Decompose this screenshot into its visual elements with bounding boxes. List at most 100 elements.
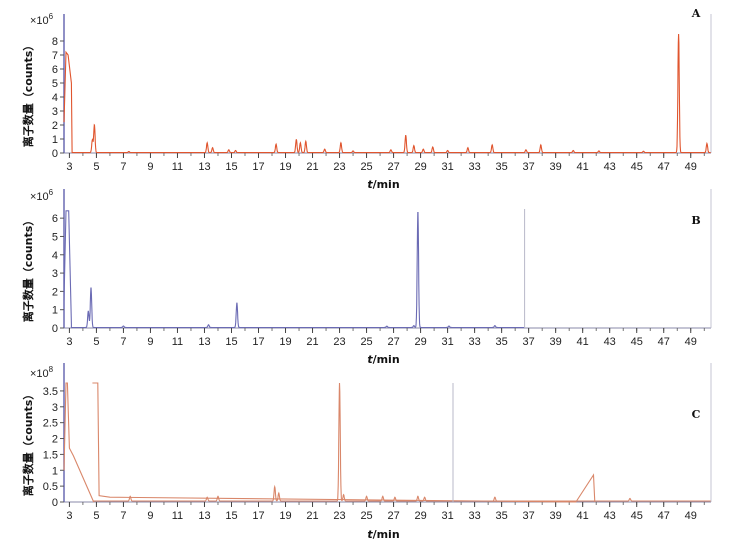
x-tick-label: 29 <box>414 510 426 522</box>
y-tick-label: 6 <box>52 213 58 225</box>
y-tick-label: 8 <box>52 36 58 48</box>
x-tick-label: 17 <box>252 336 264 348</box>
y-tick-label: 1 <box>52 134 58 146</box>
x-tick-label: 13 <box>198 510 210 522</box>
x-tick-label: 17 <box>252 161 264 173</box>
x-tick-label: 45 <box>631 510 643 522</box>
y-tick-label: 0 <box>52 323 58 335</box>
x-tick-label: 9 <box>147 510 153 522</box>
x-tick-label: 41 <box>577 336 589 348</box>
x-tick-label: 11 <box>172 161 183 173</box>
x-tick-label: 37 <box>523 161 535 173</box>
x-tick-label: 29 <box>414 336 426 348</box>
y-tick-label: 6 <box>52 64 58 76</box>
y-scale-factor: ×108 <box>30 365 54 380</box>
y-scale-factor: ×106 <box>30 12 54 27</box>
x-tick-label: 41 <box>577 510 589 522</box>
y-tick-label: 3 <box>52 402 58 414</box>
y-tick-label: 3.5 <box>43 386 58 398</box>
x-tick-label: 31 <box>441 161 453 173</box>
y-tick-label: 3 <box>52 268 58 280</box>
y-tick-label: 0 <box>52 148 58 160</box>
y-tick-label: 2 <box>52 120 58 132</box>
x-tick-label: 43 <box>604 510 616 522</box>
x-tick-label: 15 <box>225 510 237 522</box>
x-tick-label: 47 <box>658 510 670 522</box>
x-tick-label: 47 <box>658 161 670 173</box>
x-tick-label: 21 <box>306 161 318 173</box>
x-tick-label: 3 <box>66 161 72 173</box>
x-tick-label: 49 <box>685 336 697 348</box>
y-tick-label: 2 <box>52 434 58 446</box>
series-trace <box>63 210 525 329</box>
x-tick-label: 5 <box>93 510 99 522</box>
x-tick-label: 33 <box>468 510 480 522</box>
x-tick-label: 3 <box>66 336 72 348</box>
panel-letter: C <box>692 408 701 421</box>
y-tick-label: 0 <box>52 497 58 509</box>
x-tick-label: 23 <box>333 161 345 173</box>
x-tick-label: 25 <box>360 510 372 522</box>
y-axis-label: 离子数量（counts） <box>21 389 35 497</box>
y-tick-label: 5 <box>52 78 58 90</box>
x-tick-label: 11 <box>172 336 183 348</box>
x-tick-label: 19 <box>279 336 291 348</box>
x-tick-label: 27 <box>387 510 399 522</box>
x-tick-label: 35 <box>496 336 508 348</box>
x-axis-label: t/min <box>367 178 399 191</box>
y-tick-label: 1.5 <box>43 449 58 461</box>
x-tick-label: 39 <box>550 336 562 348</box>
x-tick-label: 7 <box>120 510 126 522</box>
x-tick-label: 37 <box>523 336 535 348</box>
panel-letter: B <box>691 214 700 227</box>
x-tick-label: 29 <box>414 161 426 173</box>
y-tick-label: 4 <box>52 250 58 262</box>
x-tick-label: 21 <box>306 336 318 348</box>
x-tick-label: 15 <box>225 161 237 173</box>
y-tick-label: 1 <box>52 305 58 317</box>
x-tick-label: 35 <box>496 510 508 522</box>
y-scale-factor: ×106 <box>30 188 54 203</box>
x-tick-label: 13 <box>198 336 210 348</box>
x-tick-label: 31 <box>441 510 453 522</box>
y-tick-label: 4 <box>52 92 58 104</box>
x-tick-label: 47 <box>658 336 670 348</box>
x-tick-label: 15 <box>225 336 237 348</box>
x-tick-label: 23 <box>333 510 345 522</box>
x-tick-label: 5 <box>93 161 99 173</box>
x-tick-label: 31 <box>441 336 453 348</box>
x-tick-label: 27 <box>387 336 399 348</box>
y-tick-label: 0.5 <box>43 481 58 493</box>
x-tick-label: 9 <box>147 336 153 348</box>
series-trace <box>63 382 711 503</box>
y-axis-label: 离子数量（counts） <box>21 215 35 323</box>
x-tick-label: 19 <box>279 510 291 522</box>
y-tick-label: 5 <box>52 231 58 243</box>
panel-c: 00.511.522.533.53 5 7 9 11 13 15 17 19 21 23 25 27 29… <box>21 363 712 541</box>
x-tick-label: 45 <box>631 336 643 348</box>
x-tick-label: 41 <box>577 161 589 173</box>
x-tick-label: 49 <box>685 510 697 522</box>
y-tick-label: 7 <box>52 50 58 62</box>
x-tick-label: 45 <box>631 161 643 173</box>
y-tick-label: 3 <box>52 106 58 118</box>
x-tick-label: 33 <box>468 161 480 173</box>
y-tick-label: 2.5 <box>43 418 58 430</box>
y-axis-label: 离子数量（counts） <box>21 40 35 148</box>
y-tick-label: 2 <box>52 286 58 298</box>
x-tick-label: 43 <box>604 161 616 173</box>
x-tick-label: 39 <box>550 510 562 522</box>
x-tick-label: 35 <box>496 161 508 173</box>
x-tick-label: 21 <box>306 510 318 522</box>
x-tick-label: 37 <box>523 510 535 522</box>
x-axis-label: t/min <box>367 528 399 541</box>
x-tick-label: 3 <box>66 510 72 522</box>
x-tick-label: 49 <box>685 161 697 173</box>
x-tick-label: 9 <box>147 161 153 173</box>
series-trace-segment <box>92 382 596 503</box>
x-axis-label: t/min <box>367 353 399 366</box>
x-tick-label: 19 <box>279 161 291 173</box>
x-tick-label: 17 <box>252 510 264 522</box>
